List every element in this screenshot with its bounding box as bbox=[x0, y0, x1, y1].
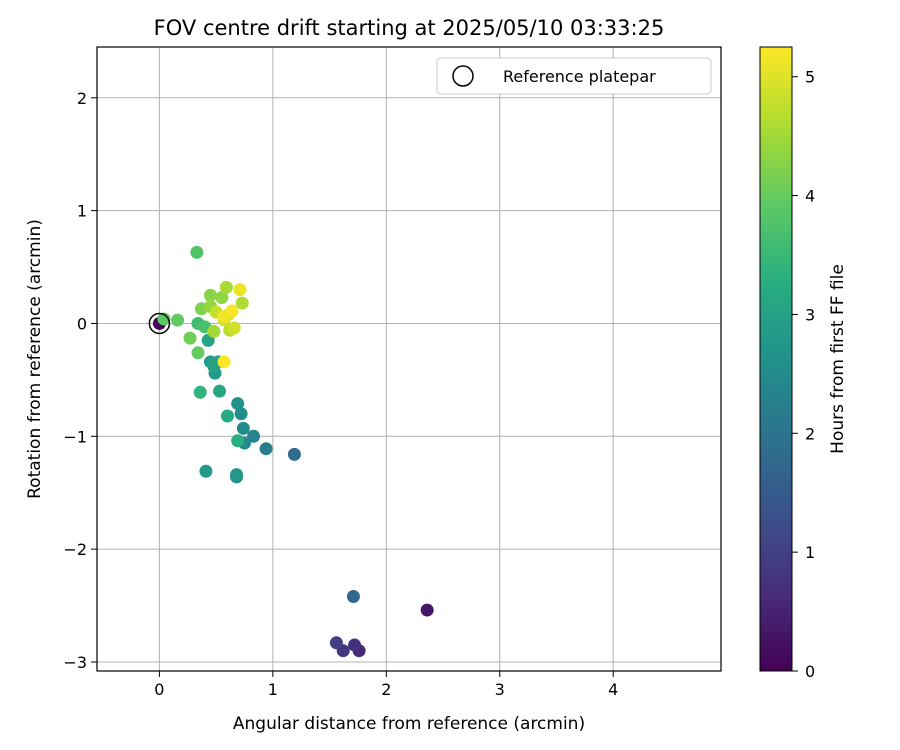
y-tick-label: 2 bbox=[77, 89, 87, 108]
scatter-point bbox=[171, 313, 185, 327]
legend: Reference platepar bbox=[436, 57, 712, 95]
y-tick-label: −1 bbox=[63, 427, 87, 446]
colorbar-tick-label: 1 bbox=[805, 543, 815, 562]
scatter-point bbox=[230, 468, 244, 482]
colorbar-tick-label: 4 bbox=[805, 187, 815, 206]
scatter-point bbox=[231, 434, 245, 448]
plot-area-frame bbox=[96, 46, 722, 672]
scatter-point bbox=[220, 409, 234, 423]
colorbar-tick-label: 5 bbox=[805, 68, 815, 87]
x-tick-label: 2 bbox=[381, 680, 391, 699]
scatter-point bbox=[207, 359, 221, 373]
scatter-point bbox=[193, 385, 207, 399]
scatter-point bbox=[346, 590, 360, 604]
legend-entry-label: Reference platepar bbox=[503, 67, 656, 86]
x-tick-label: 0 bbox=[154, 680, 164, 699]
scatter-point bbox=[329, 636, 343, 650]
grid-lines bbox=[97, 47, 721, 671]
scatter-point bbox=[287, 447, 301, 461]
chart-title: FOV centre drift starting at 2025/05/10 … bbox=[154, 16, 665, 40]
scatter-point bbox=[233, 283, 247, 297]
scatter-point bbox=[199, 464, 213, 478]
scatter-point bbox=[227, 321, 241, 335]
scatter-point bbox=[348, 638, 362, 652]
y-axis-ticks: −3 −2 −1 0 1 2 bbox=[63, 89, 97, 672]
scatter-point bbox=[231, 397, 245, 411]
colorbar-label: Hours from first FF file bbox=[828, 264, 848, 454]
reference-marker-group bbox=[148, 312, 171, 335]
colorbar-tick-label: 3 bbox=[805, 305, 815, 324]
y-tick-label: −3 bbox=[63, 653, 87, 672]
scatter-point bbox=[236, 421, 250, 435]
y-tick-label: −2 bbox=[63, 540, 87, 559]
scatter-point bbox=[420, 603, 434, 617]
x-axis-ticks: 0 1 2 3 4 bbox=[154, 671, 618, 699]
reference-platepar-marker bbox=[148, 312, 171, 335]
scatter-point bbox=[157, 312, 171, 326]
colorbar bbox=[759, 46, 793, 672]
scatter-point bbox=[247, 429, 261, 443]
colorbar-tick-label: 2 bbox=[805, 424, 815, 443]
scatter-point bbox=[234, 407, 248, 421]
scatter-points bbox=[152, 245, 434, 658]
y-axis-label: Rotation from reference (arcmin) bbox=[25, 219, 45, 499]
y-tick-label: 0 bbox=[77, 314, 87, 333]
x-axis-label: Angular distance from reference (arcmin) bbox=[233, 714, 585, 734]
legend-box bbox=[436, 57, 712, 95]
scatter-point bbox=[235, 296, 249, 310]
scatter-point bbox=[217, 355, 231, 369]
x-tick-label: 3 bbox=[495, 680, 505, 699]
scatter-point bbox=[225, 304, 239, 318]
scatter-point bbox=[191, 346, 205, 360]
legend-reference-marker bbox=[452, 65, 474, 87]
colorbar-tick-label: 0 bbox=[805, 662, 815, 681]
scatter-point bbox=[203, 288, 217, 302]
scatter-point bbox=[183, 331, 197, 345]
colorbar-ticks: 0 1 2 3 4 5 bbox=[792, 68, 815, 681]
scatter-point bbox=[219, 280, 233, 294]
x-tick-label: 1 bbox=[268, 680, 278, 699]
scatter-point bbox=[259, 442, 273, 456]
scatter-point bbox=[215, 291, 229, 305]
scatter-point bbox=[213, 384, 227, 398]
x-tick-label: 4 bbox=[608, 680, 618, 699]
scatter-point bbox=[207, 324, 221, 338]
scatter-point bbox=[190, 245, 204, 259]
y-tick-label: 1 bbox=[77, 202, 87, 221]
